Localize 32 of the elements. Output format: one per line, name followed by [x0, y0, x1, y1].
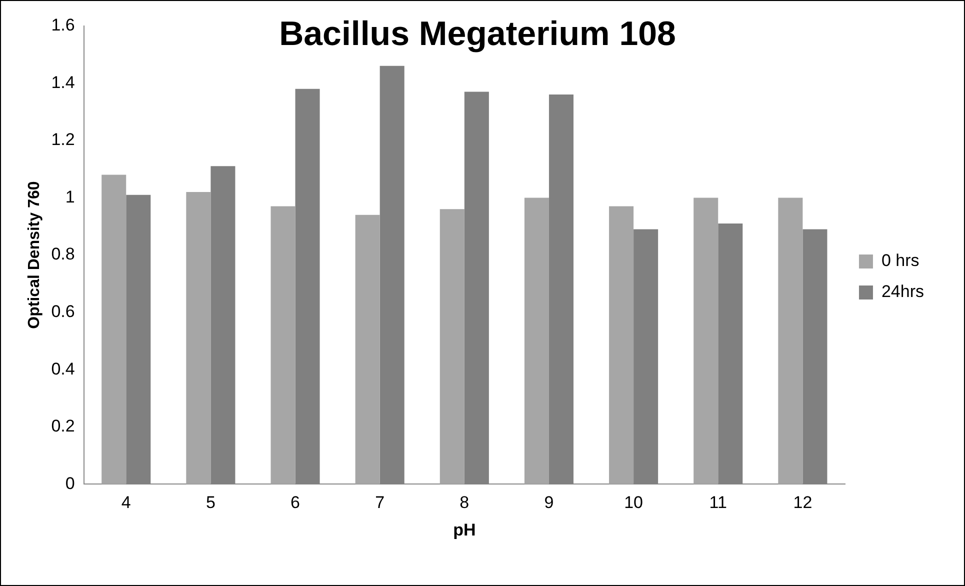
x-axis-title: pH — [453, 520, 476, 540]
bar — [609, 206, 634, 484]
x-tick-label: 6 — [290, 493, 300, 512]
y-tick-label: 0.8 — [51, 244, 75, 264]
chart-title: Bacillus Megaterium 108 — [279, 14, 676, 53]
bar — [524, 198, 549, 484]
y-tick-label: 0.2 — [51, 416, 75, 436]
bar — [694, 198, 718, 484]
bar — [186, 192, 211, 484]
bar — [778, 198, 803, 484]
x-tick-label: 5 — [206, 493, 216, 512]
x-tick-label: 8 — [460, 493, 470, 512]
x-tick-label: 7 — [375, 493, 385, 512]
x-tick-label: 12 — [793, 493, 812, 512]
x-tick-label: 10 — [624, 493, 644, 512]
bar — [270, 206, 296, 484]
y-tick-label: 0.6 — [51, 302, 75, 321]
bar — [355, 214, 380, 484]
legend-label: 24hrs — [881, 282, 924, 302]
x-tick-label: 11 — [709, 493, 727, 512]
y-tick-label: 1.4 — [51, 72, 75, 92]
y-tick-label: 1.6 — [51, 15, 75, 34]
x-tick-label: 4 — [121, 493, 131, 512]
y-axis-title: Optical Density 760 — [26, 181, 44, 329]
bar — [440, 209, 464, 484]
y-tick-label: 0 — [65, 474, 75, 493]
y-tick-label: 1 — [65, 187, 75, 206]
bar — [102, 174, 126, 484]
x-tick-label: 9 — [544, 493, 554, 512]
y-tick-label: 1.2 — [51, 130, 75, 150]
y-tick-label: 0.4 — [51, 359, 75, 378]
legend-label: 0 hrs — [881, 251, 920, 270]
